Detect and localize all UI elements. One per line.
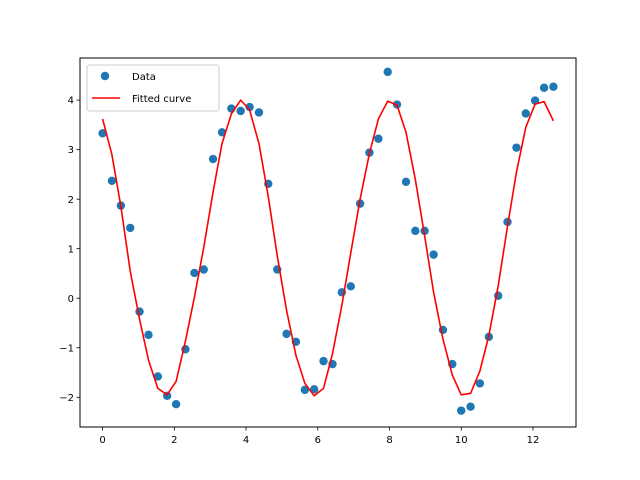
y-tick-label: −1 xyxy=(59,343,74,354)
y-tick-label: 3 xyxy=(68,145,74,156)
data-point xyxy=(420,226,429,236)
data-point xyxy=(245,102,254,112)
data-point xyxy=(346,282,355,291)
x-tick-label: 10 xyxy=(455,435,468,446)
y-tick-label: −2 xyxy=(59,393,74,404)
y-tick-label: 4 xyxy=(68,96,74,107)
x-tick-label: 12 xyxy=(527,435,540,446)
series-layer xyxy=(98,67,558,415)
y-axis-ticks: −2 −1 0 1 2 3 4 xyxy=(59,96,80,404)
data-point xyxy=(475,379,485,388)
plot-frame xyxy=(79,57,577,428)
x-tick-label: 6 xyxy=(315,435,321,446)
legend-label-fitted-curve: Fitted curve xyxy=(132,94,191,105)
y-tick-label: 2 xyxy=(68,195,74,206)
x-tick-label: 0 xyxy=(99,435,105,446)
data-point xyxy=(549,82,558,91)
x-tick-label: 4 xyxy=(243,435,249,446)
legend-box xyxy=(86,64,220,112)
data-point xyxy=(411,226,420,236)
data-point xyxy=(199,265,208,274)
data-point xyxy=(282,329,291,339)
data-point xyxy=(309,385,319,394)
data-point xyxy=(98,129,107,138)
data-point xyxy=(144,330,153,340)
y-tick-label: 1 xyxy=(68,244,74,255)
data-point xyxy=(135,307,144,316)
data-point xyxy=(126,223,135,233)
data-point xyxy=(319,356,328,366)
data-point xyxy=(254,108,264,117)
y-tick-label: 0 xyxy=(68,294,74,305)
x-axis-ticks: 0 2 4 6 8 10 12 xyxy=(99,427,539,446)
plot-area xyxy=(80,58,576,427)
data-point xyxy=(107,176,117,186)
data-point xyxy=(153,372,163,381)
data-point xyxy=(401,177,411,187)
data-point xyxy=(539,83,549,92)
x-tick-label: 8 xyxy=(386,435,392,446)
data-point xyxy=(374,134,383,143)
data-point xyxy=(466,402,475,411)
data-point xyxy=(457,406,466,415)
x-tick-label: 2 xyxy=(171,435,177,446)
legend-label-data: Data xyxy=(132,72,156,83)
data-point xyxy=(383,67,392,77)
legend: Data Fitted curve xyxy=(86,64,220,112)
data-point xyxy=(521,109,530,118)
data-point xyxy=(300,385,310,395)
data-point xyxy=(236,106,245,116)
data-point xyxy=(171,400,181,409)
legend-marker-data xyxy=(100,71,110,81)
data-point xyxy=(190,268,199,278)
fitted-curve-line xyxy=(101,99,555,397)
data-point xyxy=(208,154,218,164)
data-point xyxy=(512,143,521,152)
data-point xyxy=(429,250,438,259)
